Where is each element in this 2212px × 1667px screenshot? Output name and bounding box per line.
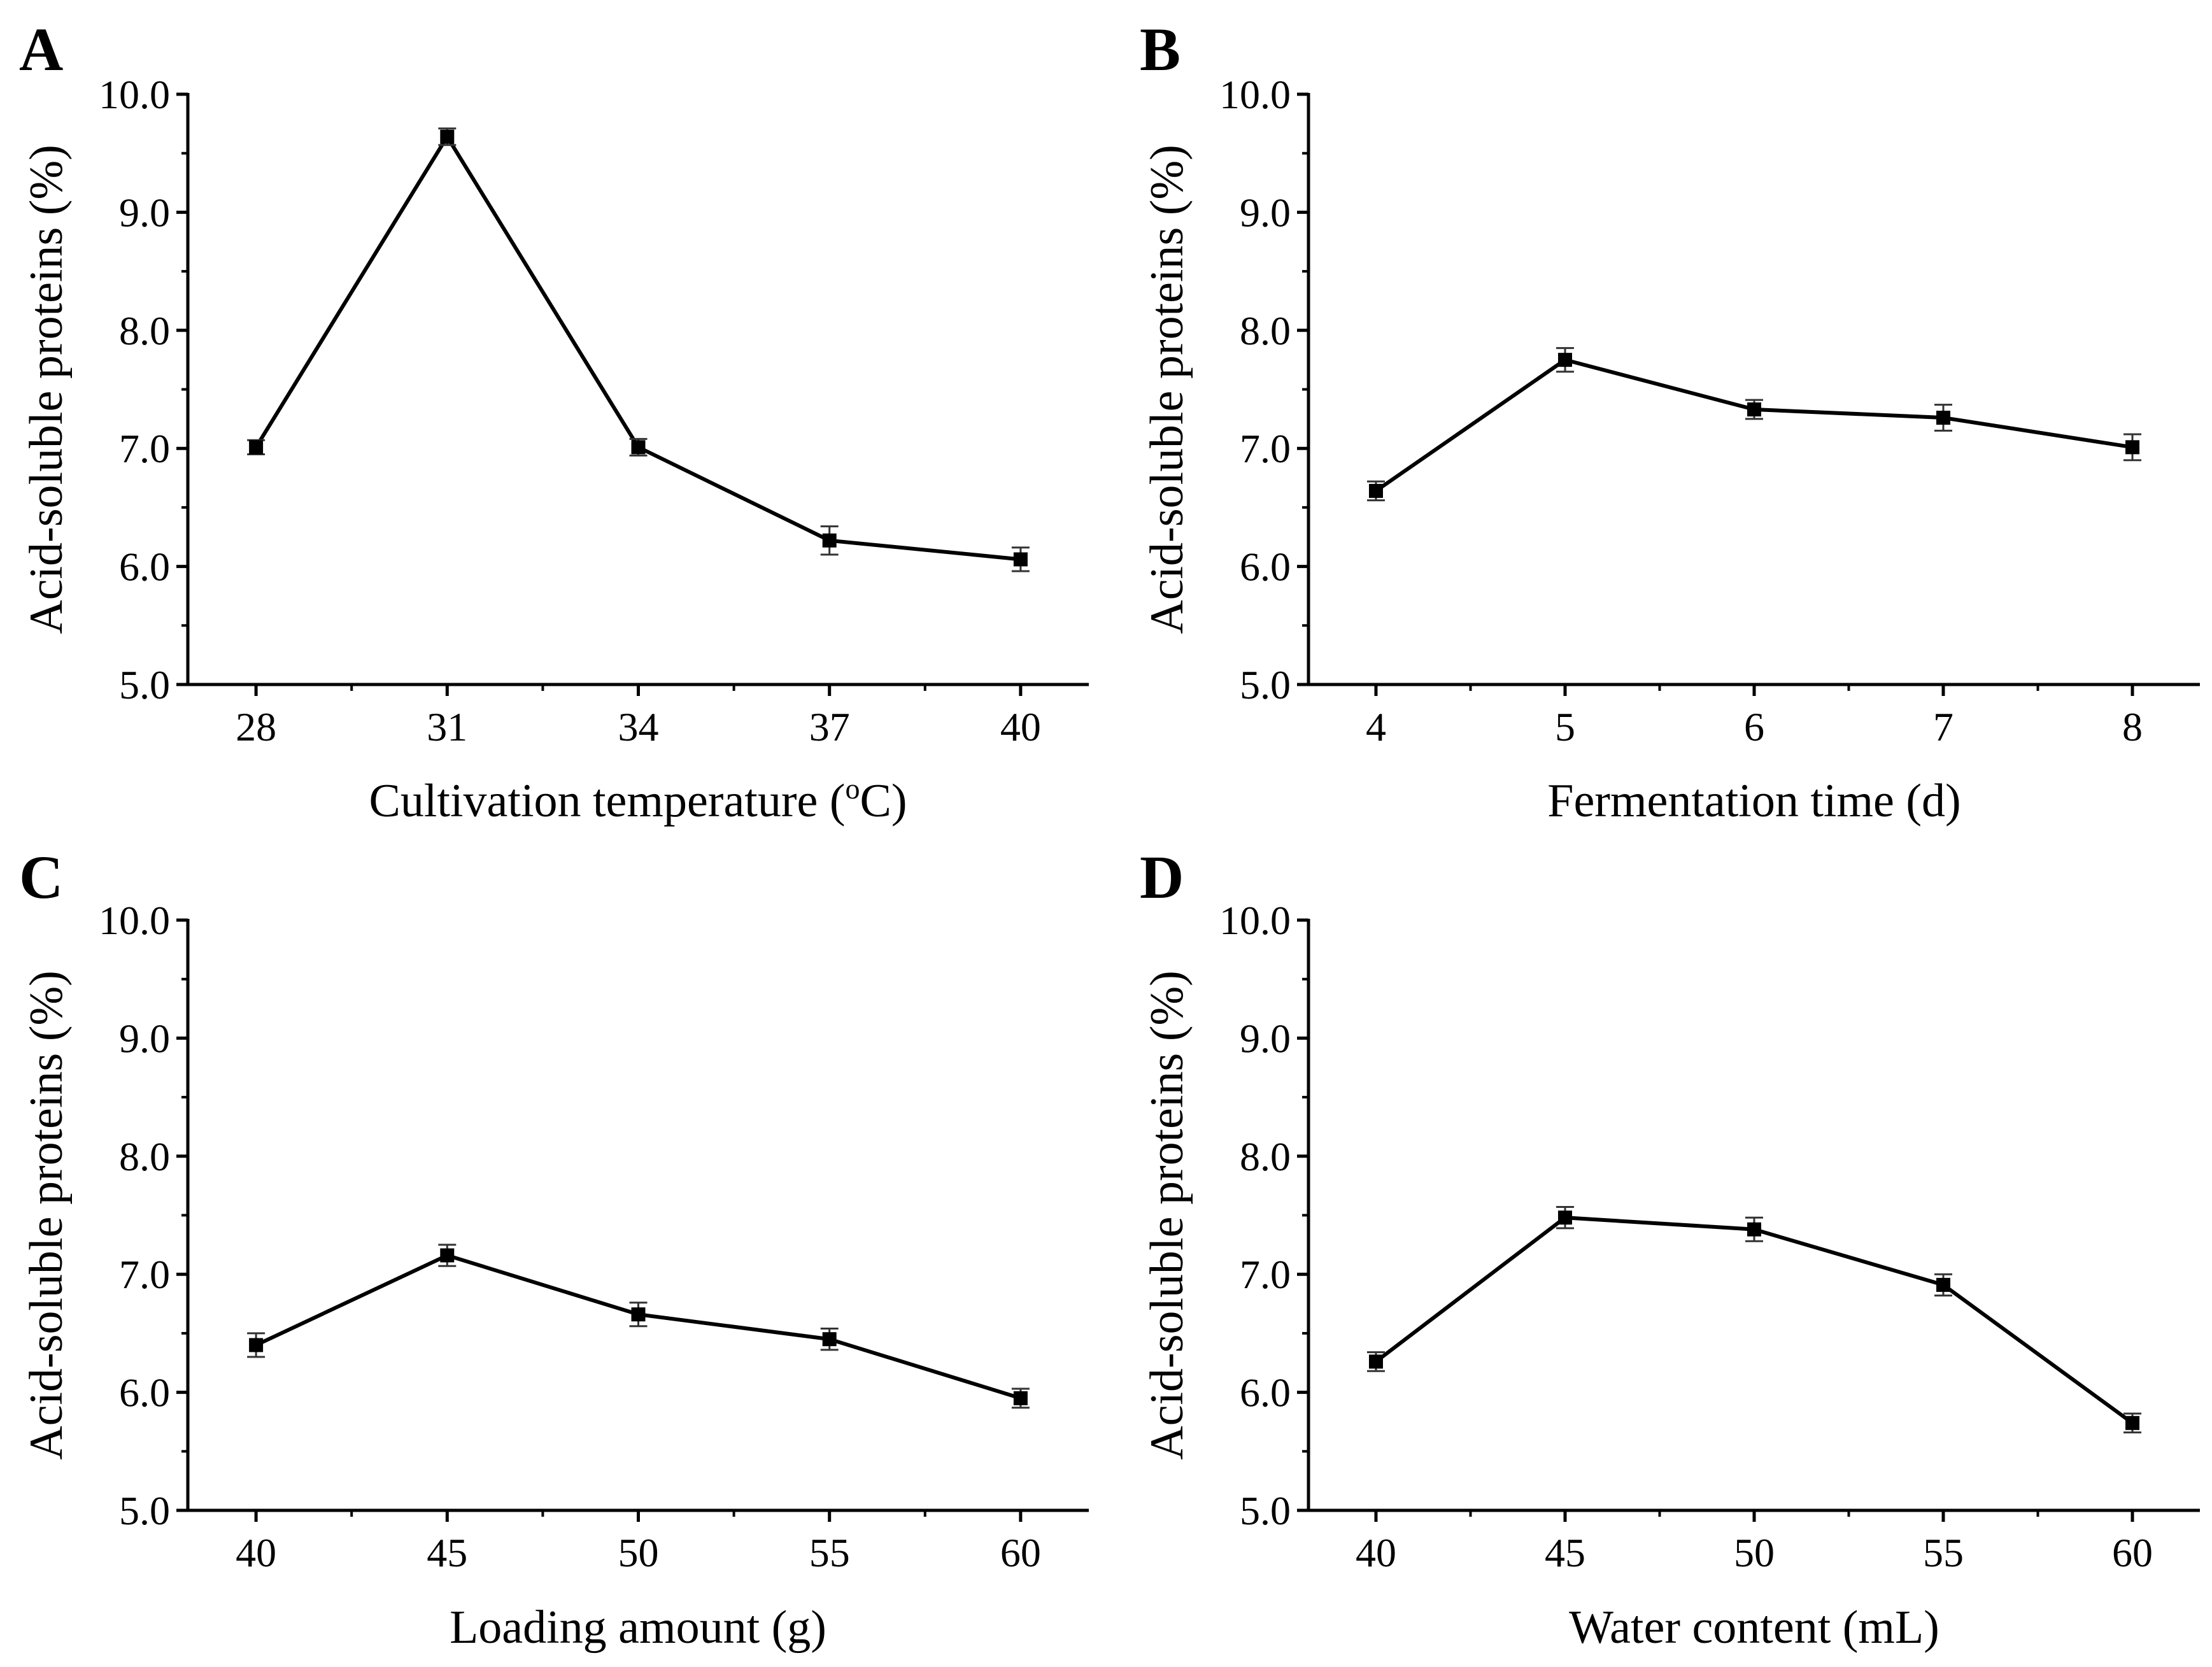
y-tick-label: 9.0	[119, 1016, 170, 1061]
y-tick-label: 7.0	[119, 426, 170, 471]
y-tick-label: 7.0	[119, 1252, 170, 1297]
y-tick-label: 9.0	[1240, 1016, 1291, 1061]
x-axis-title: Loading amount (g)	[450, 1601, 826, 1654]
x-tick-label: 55	[809, 1530, 850, 1575]
data-point	[1936, 1277, 1951, 1292]
data-point	[822, 1332, 837, 1347]
x-tick-label: 45	[427, 1530, 467, 1575]
data-point	[1013, 552, 1028, 567]
y-tick-label: 10.0	[99, 898, 170, 943]
y-tick-label: 9.0	[1240, 190, 1291, 235]
x-axis-title-part: C)	[860, 775, 907, 827]
data-point	[1013, 1391, 1028, 1405]
x-tick-label: 40	[236, 1530, 276, 1575]
y-axis-title: Acid-soluble proteins (%)	[1141, 145, 1193, 634]
y-tick-label: 8.0	[1240, 308, 1291, 353]
data-point	[631, 1307, 646, 1322]
x-tick-label: 6	[1744, 704, 1764, 749]
x-axis-title-part: Cultivation temperature (	[369, 775, 846, 827]
y-tick-label: 9.0	[119, 190, 170, 235]
x-tick-label: 60	[1000, 1530, 1041, 1575]
data-point	[1747, 1222, 1761, 1237]
y-tick-label: 6.0	[119, 1370, 170, 1415]
y-tick-label: 7.0	[1240, 1252, 1291, 1297]
x-tick-label: 7	[1933, 704, 1953, 749]
y-tick-label: 10.0	[1219, 72, 1291, 117]
data-point	[1557, 353, 1572, 367]
y-tick-label: 7.0	[1240, 426, 1291, 471]
panel-a: A 5.0 6.0 7.0 8.0 9.0 10.0 28 31 34 37 40 Acid-solub…	[19, 15, 1089, 827]
x-tick-label: 40	[1000, 704, 1041, 749]
y-axis-title: Acid-soluble proteins (%)	[20, 145, 73, 634]
x-tick-label: 34	[618, 704, 659, 749]
y-tick-label: 6.0	[1240, 1370, 1291, 1415]
y-axis-title: Acid-soluble proteins (%)	[1141, 970, 1193, 1460]
x-axis-title: Fermentation time (d)	[1547, 775, 1960, 827]
x-axis-title-superscript: o	[846, 772, 860, 805]
panel-letter-c: C	[19, 843, 63, 911]
y-tick-label: 5.0	[1240, 662, 1291, 707]
x-tick-label: 8	[2122, 704, 2143, 749]
panel-c: C 5.0 6.0 7.0 8.0 9.0 10.0 40 45 50 55 60 Acid-solub…	[19, 843, 1089, 1654]
x-tick-label: 40	[1356, 1530, 1396, 1575]
data-point	[1747, 402, 1761, 417]
y-tick-label: 5.0	[119, 1488, 170, 1533]
x-tick-label: 60	[2112, 1530, 2153, 1575]
data-point	[249, 440, 264, 455]
panel-d: D 5.0 6.0 7.0 8.0 9.0 10.0 40 45 50 55 60 Acid-solub…	[1140, 843, 2200, 1654]
y-axis-title: Acid-soluble proteins (%)	[20, 970, 73, 1460]
x-axis-title: Cultivation temperature (oC)	[369, 772, 907, 827]
y-tick-label: 5.0	[119, 662, 170, 707]
panel-letter-d: D	[1140, 843, 1184, 911]
data-point	[631, 440, 646, 455]
data-point	[822, 533, 837, 548]
x-tick-label: 45	[1545, 1530, 1585, 1575]
y-tick-label: 6.0	[119, 544, 170, 590]
x-tick-label: 28	[236, 704, 276, 749]
data-point	[1368, 1354, 1383, 1369]
data-point	[2125, 1415, 2140, 1430]
x-tick-label: 50	[618, 1530, 659, 1575]
panel-b: B 5.0 6.0 7.0 8.0 9.0 10.0 4 5 6 7 8 Acid-soluble pr…	[1140, 15, 2200, 827]
series-line	[254, 133, 1021, 562]
x-axis-title: Water content (mL)	[1569, 1601, 1939, 1654]
y-tick-label: 10.0	[99, 72, 170, 117]
data-point	[1557, 1210, 1572, 1225]
panel-letter-b: B	[1140, 15, 1180, 83]
x-tick-label: 4	[1366, 704, 1386, 749]
y-tick-label: 8.0	[119, 1134, 170, 1179]
x-tick-label: 5	[1555, 704, 1575, 749]
y-tick-label: 6.0	[1240, 544, 1291, 590]
x-tick-label: 37	[809, 704, 850, 749]
x-tick-label: 55	[1923, 1530, 1964, 1575]
x-tick-label: 31	[427, 704, 467, 749]
y-tick-label: 5.0	[1240, 1488, 1291, 1533]
y-tick-label: 8.0	[119, 308, 170, 353]
y-tick-label: 8.0	[1240, 1134, 1291, 1179]
data-point	[440, 129, 455, 144]
panel-letter-a: A	[19, 15, 63, 83]
series-line	[1375, 1216, 2134, 1425]
data-point	[249, 1338, 264, 1352]
data-point	[1368, 483, 1383, 498]
x-tick-label: 50	[1734, 1530, 1775, 1575]
data-point	[1936, 410, 1951, 425]
data-point	[440, 1248, 455, 1263]
data-point	[2125, 440, 2140, 455]
series-line	[1375, 357, 2133, 493]
y-tick-label: 10.0	[1219, 898, 1291, 943]
